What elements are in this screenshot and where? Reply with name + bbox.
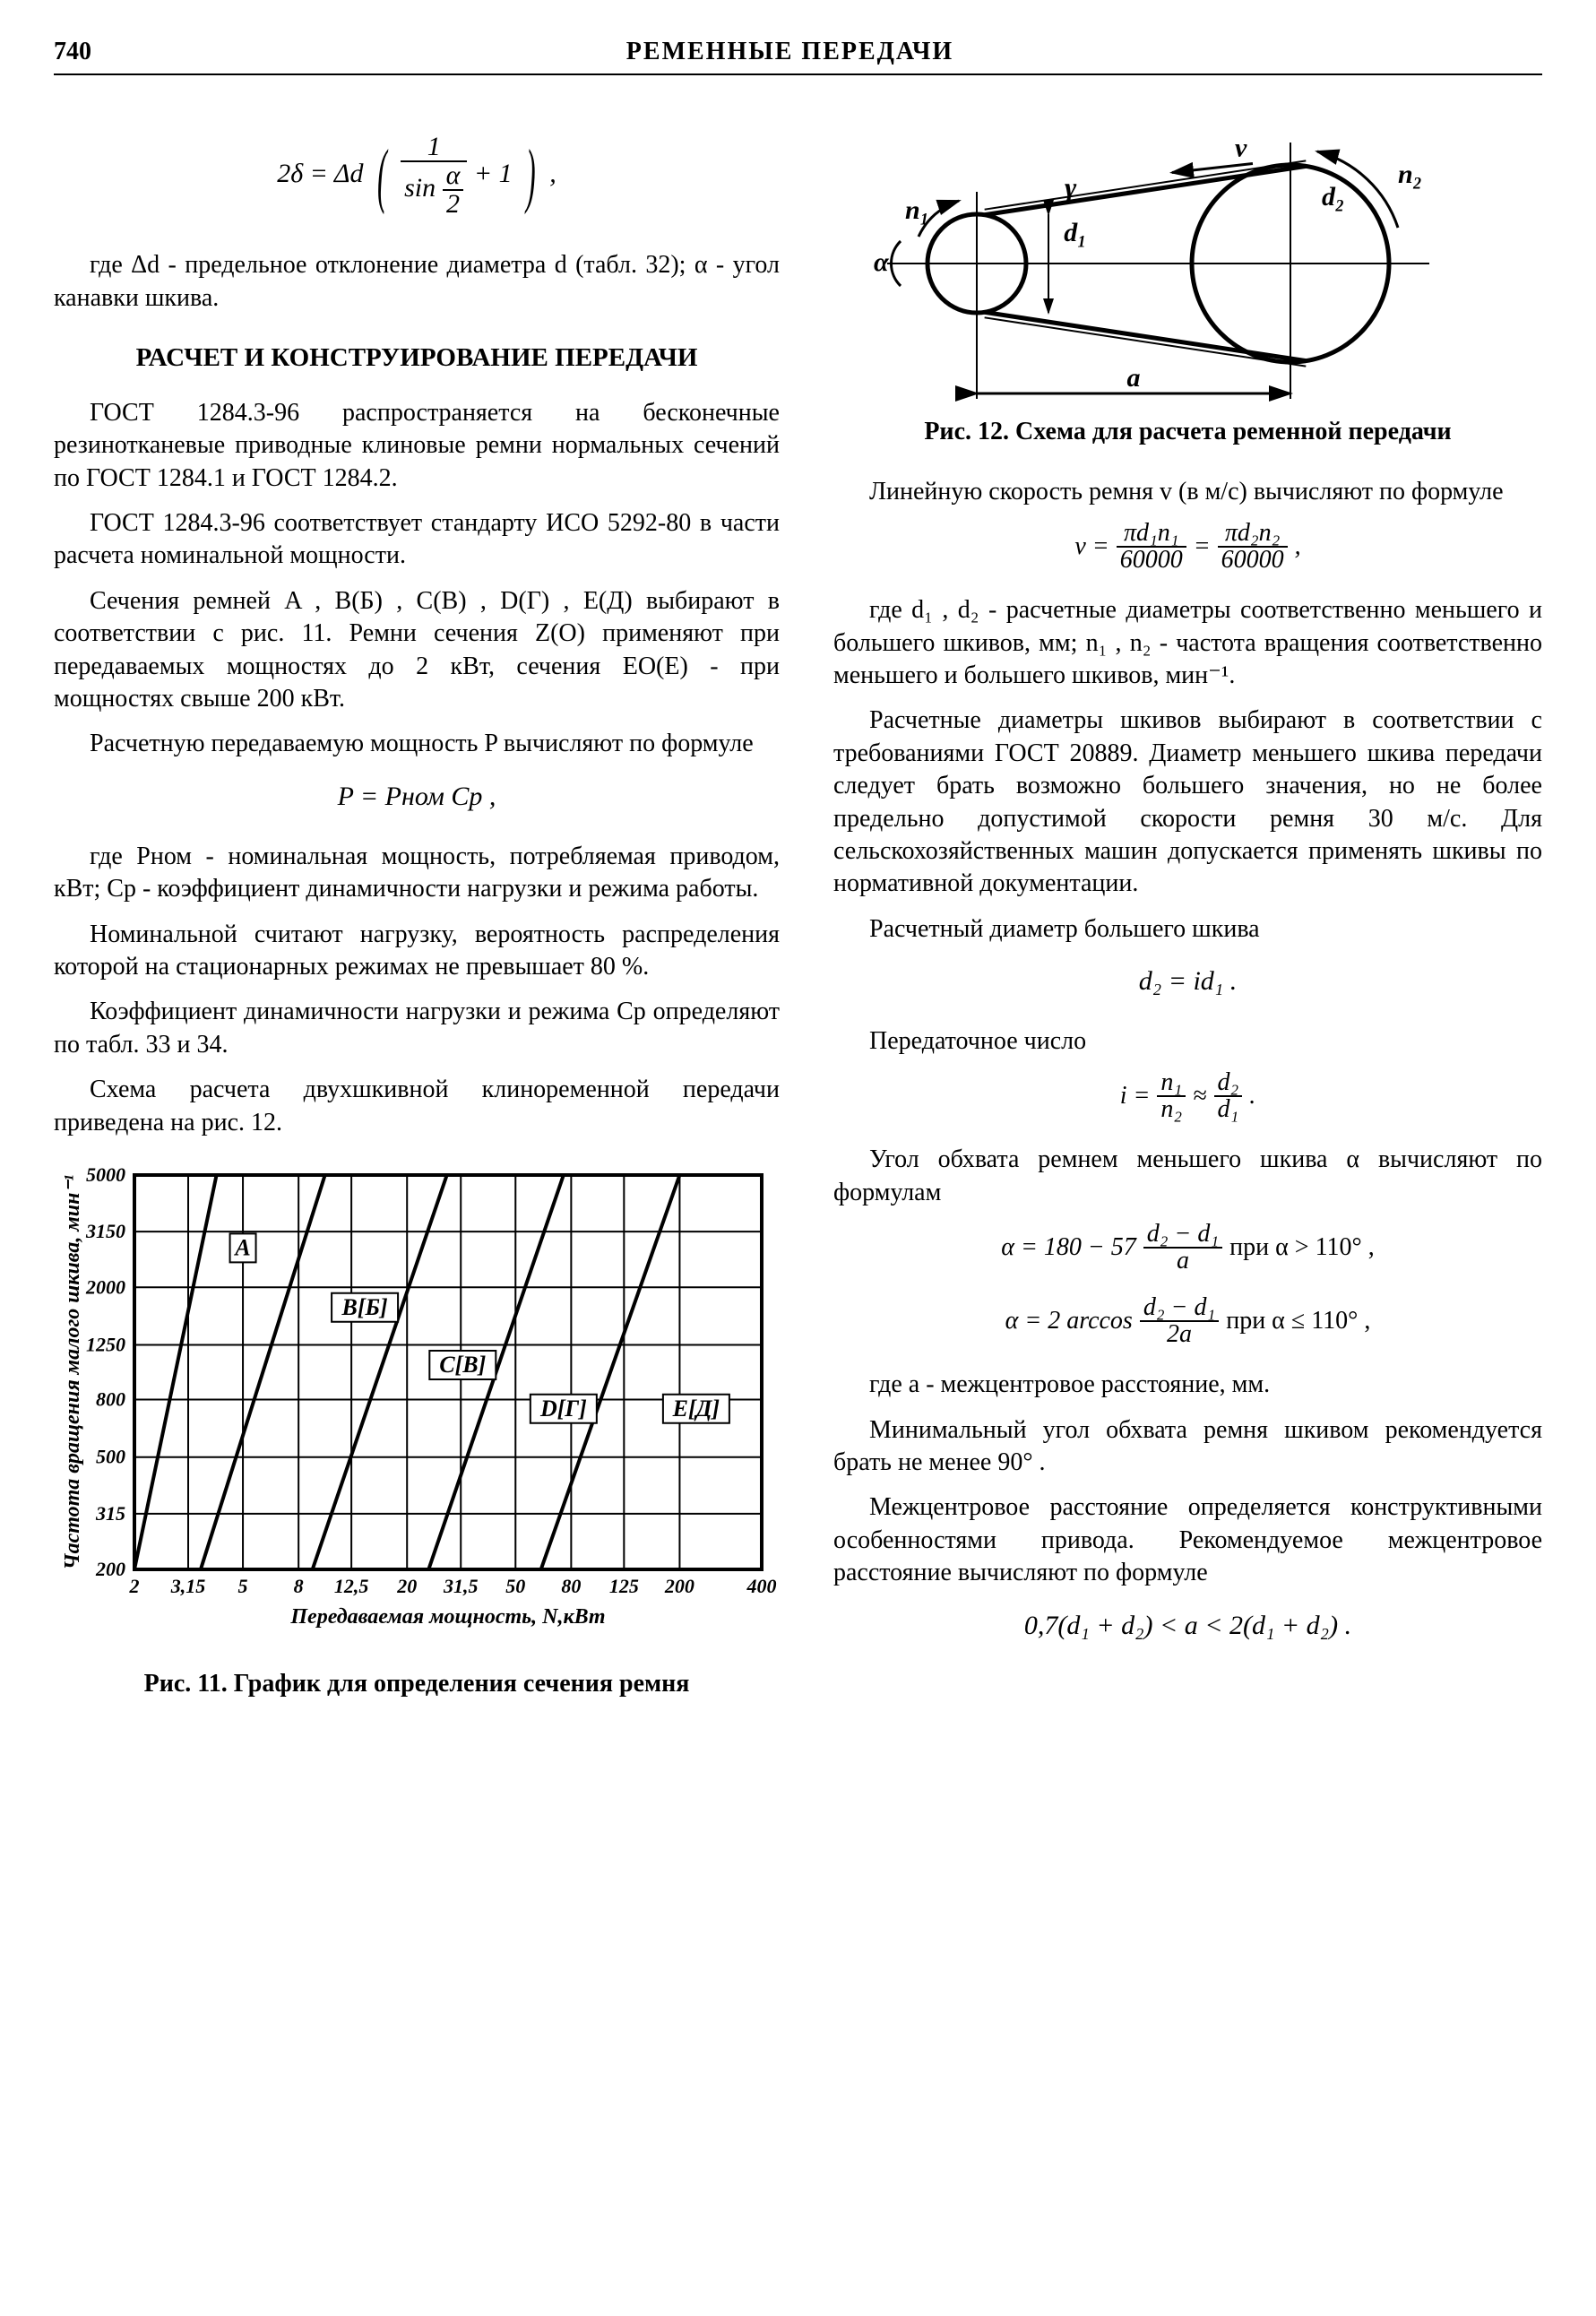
para-diam-choice: Расчетные диаметры шкивов выбирают в соо…	[833, 704, 1542, 900]
para-nominal: Номинальной считают нагрузку, вероятност…	[54, 919, 780, 984]
svg-text:α: α	[874, 247, 889, 277]
svg-text:20: 20	[396, 1575, 417, 1597]
svg-text:50: 50	[505, 1575, 525, 1597]
equation-alpha-2: α = 2 arccos d₂ − d₁2a при α ≤ 110° ,	[833, 1295, 1542, 1347]
svg-text:v: v	[1235, 134, 1247, 163]
svg-text:n₁: n₁	[905, 195, 929, 225]
para-pnom: где Pном - номинальная мощность, потребл…	[54, 841, 780, 906]
svg-text:2: 2	[129, 1575, 140, 1597]
svg-text:d₁: d₁	[1064, 218, 1086, 247]
page-header: 740 РЕМЕННЫЕ ПЕРЕДАЧИ	[54, 36, 1542, 75]
equation-alpha-1: α = 180 − 57 d₂ − d₁a при α > 110° ,	[833, 1222, 1542, 1274]
para-coef: Коэффициент динамичности нагрузки и режи…	[54, 996, 780, 1061]
svg-text:8: 8	[294, 1575, 304, 1597]
para-a-def: где a - межцентровое расстояние, мм.	[833, 1369, 1542, 1401]
para-power-intro: Расчетную передаваемую мощность P вычисл…	[54, 728, 780, 760]
equation-P: P = Pном Cр ,	[54, 779, 780, 814]
svg-text:D[Г]: D[Г]	[539, 1396, 587, 1422]
svg-text:31,5: 31,5	[443, 1575, 479, 1597]
para-sections: Сечения ремней A , B(Б) , C(В) , D(Г) , …	[54, 585, 780, 716]
svg-text:3150: 3150	[85, 1220, 125, 1242]
svg-text:Передаваемая мощность, N,кВт: Передаваемая мощность, N,кВт	[289, 1605, 605, 1629]
svg-text:315: 315	[95, 1502, 125, 1525]
para-gost1: ГОСТ 1284.3-96 распространяется на беско…	[54, 397, 780, 495]
para-d2-intro: Расчетный диаметр большего шкива	[833, 913, 1542, 946]
svg-text:200: 200	[95, 1558, 125, 1580]
svg-text:400: 400	[746, 1575, 777, 1597]
svg-text:1250: 1250	[86, 1333, 125, 1355]
para-d1d2: где d₁ , d₂ - расчетные диаметры соответ…	[833, 594, 1542, 692]
chapter-title: РЕМЕННЫЕ ПЕРЕДАЧИ	[626, 36, 953, 68]
svg-text:5: 5	[238, 1575, 248, 1597]
para-a-intro: Межцентровое расстояние определяется кон…	[833, 1491, 1542, 1589]
equation-v: v = πd₁n₁60000 = πd₂n₂60000 ,	[833, 521, 1542, 573]
svg-text:n₂: n₂	[1398, 160, 1422, 189]
svg-text:2000: 2000	[85, 1275, 125, 1298]
para-scheme: Схема расчета двухшкивной клиноременной …	[54, 1074, 780, 1139]
svg-text:800: 800	[96, 1387, 125, 1410]
equation-a-range: 0,7(d₁ + d₂) < a < 2(d₁ + d₂) .	[833, 1608, 1542, 1643]
para-alpha-intro: Угол обхвата ремнем меньшего шкива α выч…	[833, 1144, 1542, 1209]
svg-text:5000: 5000	[86, 1163, 125, 1186]
left-column: 2δ = Δd ( 1 sin α2 + 1 ) , где Δd - пред…	[54, 111, 780, 1727]
para-v-intro: Линейную скорость ремня v (в м/с) вычисл…	[833, 476, 1542, 508]
figure-11-chart: 2 3,15 5 8 12,5 20 31,5 50 80 125 200 400 200 315 500 8…	[54, 1157, 780, 1659]
equation-d2: d₂ = id₁ .	[833, 964, 1542, 998]
svg-text:a: a	[1127, 363, 1141, 393]
svg-text:Частота вращения малого шкива,: Частота вращения малого шкива, мин⁻¹	[61, 1175, 84, 1570]
svg-text:С[В]: С[В]	[439, 1352, 486, 1378]
svg-text:3,15: 3,15	[170, 1575, 206, 1597]
section-heading: РАСЧЕТ И КОНСТРУИРОВАНИЕ ПЕРЕДАЧИ	[54, 341, 780, 376]
equation-i: i = n₁n₂ ≈ d₂d₁ .	[833, 1070, 1542, 1122]
figure-11-caption: Рис. 11. График для определения сечения …	[54, 1668, 780, 1700]
svg-text:А: А	[233, 1234, 250, 1260]
svg-text:d₂: d₂	[1322, 182, 1344, 212]
svg-text:γ: γ	[1065, 171, 1077, 203]
svg-text:В[Б]: В[Б]	[341, 1294, 387, 1320]
para-deltad: где Δd - предельное отклонение диаметра …	[54, 249, 780, 315]
svg-text:Е[Д]: Е[Д]	[672, 1396, 720, 1422]
svg-text:200: 200	[664, 1575, 694, 1597]
page-number: 740	[54, 36, 91, 68]
right-column: n₁ n₂ v γ α d₁ d₂ a Рис. 12. Схема для расчета …	[833, 111, 1542, 1727]
svg-text:500: 500	[96, 1446, 125, 1468]
para-ratio-intro: Передаточное число	[833, 1025, 1542, 1058]
para-min-alpha: Минимальный угол обхвата ремня шкивом ре…	[833, 1414, 1542, 1480]
para-gost2: ГОСТ 1284.3-96 соответствует стандарту И…	[54, 507, 780, 573]
svg-text:125: 125	[609, 1575, 639, 1597]
svg-text:12,5: 12,5	[334, 1575, 369, 1597]
equation-2delta: 2δ = Δd ( 1 sin α2 + 1 ) ,	[54, 129, 780, 222]
svg-text:80: 80	[561, 1575, 581, 1597]
figure-12-caption: Рис. 12. Схема для расчета ременной пере…	[833, 416, 1542, 448]
figure-12-diagram: n₁ n₂ v γ α d₁ d₂ a	[833, 111, 1542, 407]
